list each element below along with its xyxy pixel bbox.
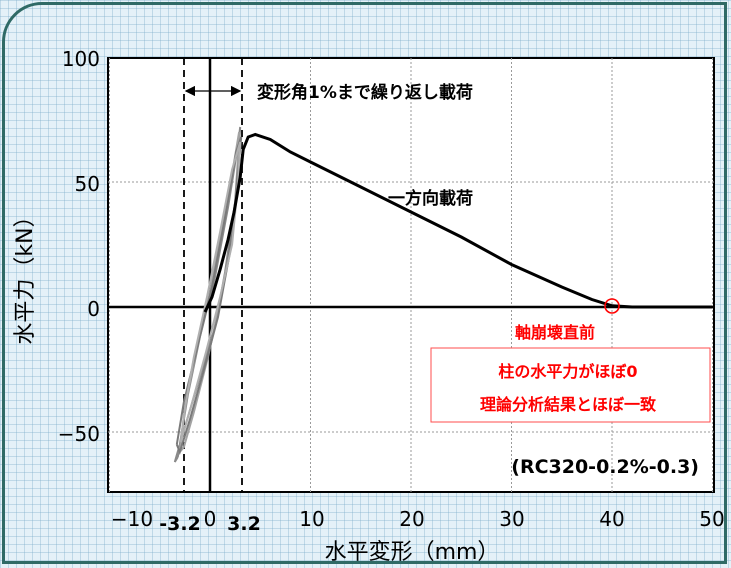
collapse-label: 軸崩壊直前 — [515, 323, 595, 342]
x-tick-label: 10 — [299, 507, 324, 531]
x-tick-labels: −10 0 10 20 30 40 50 -3.2 3.2 — [111, 507, 725, 535]
y-tick-label: 0 — [87, 297, 100, 321]
monotonic-curve — [203, 132, 713, 313]
x-tick-label: 0 — [204, 507, 217, 531]
y-tick-label: 50 — [75, 172, 100, 196]
collapse-marker — [604, 298, 620, 314]
y-tick-labels: 100 50 0 −50 — [58, 47, 100, 446]
note-line2: 理論分析結果とほぼ一致 — [480, 395, 657, 414]
x-tick-label: 30 — [499, 507, 524, 531]
range-label: 変形角1%まで繰り返し載荷 — [257, 82, 473, 103]
x-tick-label: 20 — [399, 507, 424, 531]
cyclic-loop — [179, 141, 242, 443]
y-tick-label: −50 — [58, 422, 100, 446]
x-tick-label: 50 — [699, 507, 724, 531]
specimen-label: (RC320-0.2%-0.3) — [511, 456, 699, 478]
x-tick-label: −10 — [111, 507, 153, 531]
y-axis-title: 水平力（kN） — [13, 205, 38, 344]
x-tick-label-bold: -3.2 — [159, 513, 201, 535]
note-box — [430, 347, 711, 423]
note-line1: 柱の水平力がほぼ0 — [498, 362, 637, 381]
x-axis-title: 水平変形（mm） — [325, 540, 500, 565]
monotonic-label: 一方向載荷 — [388, 188, 473, 209]
x-tick-label-bold: 3.2 — [227, 513, 261, 535]
x-tick-label: 40 — [599, 507, 624, 531]
y-tick-label: 100 — [62, 47, 100, 71]
cyclic-loops — [173, 126, 243, 463]
